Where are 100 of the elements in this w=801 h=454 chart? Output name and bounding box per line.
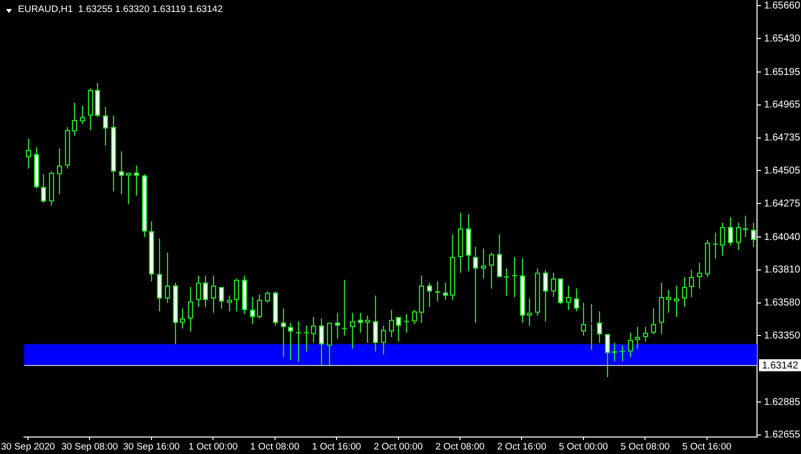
candlestick xyxy=(674,285,679,318)
x-tick-label: 30 Sep 2020 xyxy=(0,441,55,452)
candlestick xyxy=(165,252,170,304)
candlestick xyxy=(512,256,517,298)
candlestick xyxy=(427,282,432,308)
candlestick xyxy=(242,275,247,315)
candlestick xyxy=(689,269,694,298)
x-tick-label: 5 Oct 00:00 xyxy=(558,441,608,452)
candlestick xyxy=(697,262,702,289)
candlestick xyxy=(111,115,116,192)
candlestick xyxy=(743,215,748,238)
candlestick xyxy=(651,308,656,335)
candlestick xyxy=(88,88,93,130)
candlestick xyxy=(682,276,687,308)
y-tick-label: 1.63810 xyxy=(764,264,801,276)
x-tick-label: 30 Sep 08:00 xyxy=(61,441,118,452)
candlestick xyxy=(396,316,401,342)
candlestick xyxy=(389,309,394,338)
x-tick-label: 2 Oct 00:00 xyxy=(374,441,423,452)
y-tick-label: 1.65195 xyxy=(764,66,801,78)
candlestick xyxy=(419,275,424,324)
candlestick xyxy=(404,314,409,334)
x-tick-label: 30 Sep 16:00 xyxy=(123,441,180,452)
candlestick xyxy=(126,172,131,205)
candlestick xyxy=(173,282,178,345)
candlestick xyxy=(481,248,486,279)
candlestick xyxy=(188,286,193,332)
candlestick xyxy=(381,325,386,355)
candlestick xyxy=(443,282,448,300)
x-tick-label: 1 Oct 16:00 xyxy=(312,441,362,452)
candlestick xyxy=(265,290,270,304)
candlestick xyxy=(458,212,463,274)
candlestick xyxy=(489,252,494,289)
candlestick xyxy=(373,295,378,352)
candlestick xyxy=(103,106,108,146)
candlestick xyxy=(304,325,309,352)
candlestick xyxy=(80,105,85,125)
candlestick xyxy=(273,290,278,326)
candlestick xyxy=(257,294,262,319)
y-tick-label: 1.64040 xyxy=(764,232,801,243)
candlestick xyxy=(311,316,316,344)
x-tick-label: 1 Oct 00:00 xyxy=(188,441,238,452)
candlestick xyxy=(281,308,286,358)
candlestick xyxy=(628,332,633,358)
candlestick xyxy=(49,170,54,206)
candlestick xyxy=(41,174,46,204)
candlestick xyxy=(643,326,648,342)
candlestick xyxy=(26,138,31,170)
candlestick xyxy=(597,310,602,344)
x-tick-label: 5 Oct 16:00 xyxy=(682,441,732,452)
candlestick xyxy=(504,268,509,296)
candlestick xyxy=(535,268,540,316)
candlestick xyxy=(497,234,502,278)
candlestick xyxy=(574,288,579,312)
candlestick xyxy=(736,222,741,250)
candlestick xyxy=(203,275,208,308)
candlestick xyxy=(211,275,216,314)
candlestick xyxy=(450,234,455,300)
candlestick xyxy=(219,286,224,309)
candlestick xyxy=(728,216,733,246)
candlestick xyxy=(95,82,100,118)
y-tick-label: 1.64275 xyxy=(764,198,801,210)
candlestick xyxy=(119,150,124,195)
x-tick-label: 1 Oct 08:00 xyxy=(250,441,300,452)
candlestick xyxy=(196,275,201,308)
y-tick-label: 1.64505 xyxy=(764,165,801,176)
x-tick-label: 5 Oct 08:00 xyxy=(620,441,670,452)
candlestick xyxy=(365,315,370,344)
candlestick xyxy=(466,214,471,272)
candlestick xyxy=(527,298,532,326)
candlestick xyxy=(705,239,710,278)
candlestick xyxy=(149,220,154,282)
candlestick xyxy=(720,222,725,256)
candlestick xyxy=(412,309,417,325)
candlestick xyxy=(57,148,62,195)
candlestick xyxy=(713,232,718,259)
candlestick xyxy=(543,269,548,322)
y-tick-label: 1.62885 xyxy=(764,396,801,408)
y-tick-label: 1.64965 xyxy=(764,100,801,111)
candlestick xyxy=(234,278,239,312)
candlestick xyxy=(142,174,147,238)
candlestick xyxy=(473,246,478,324)
candlestick xyxy=(520,258,525,324)
candlestick xyxy=(335,312,340,339)
ref-line-label: 1.63142 xyxy=(762,360,799,372)
candlestick xyxy=(296,320,301,362)
candlestick xyxy=(327,322,332,366)
candlestick xyxy=(666,289,671,314)
candlestick xyxy=(605,334,610,378)
candlestick xyxy=(227,295,232,312)
candlestick xyxy=(288,322,293,360)
candlestick xyxy=(250,296,255,325)
candlestick xyxy=(620,345,625,362)
candlestick xyxy=(566,285,571,310)
candlestick xyxy=(319,318,324,366)
candlestick xyxy=(65,126,70,170)
candlestick xyxy=(435,280,440,302)
candlestick xyxy=(350,312,355,349)
candlestick xyxy=(180,308,185,329)
text: EURAUD,H1 1.63255 1.63320 1.63119 1.63142 xyxy=(18,4,223,16)
